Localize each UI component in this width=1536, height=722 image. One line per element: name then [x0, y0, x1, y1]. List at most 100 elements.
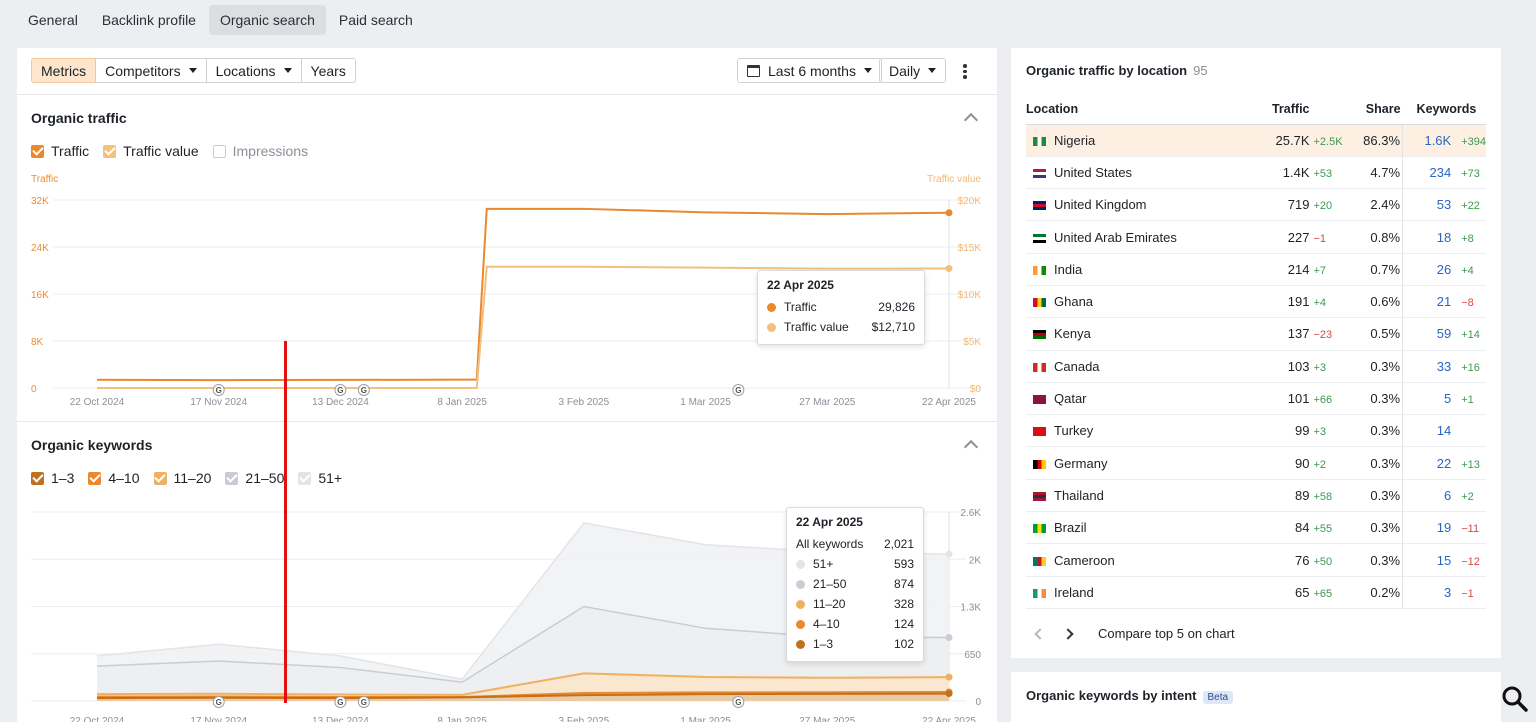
keywords-value[interactable]: 6: [1443, 487, 1452, 503]
traffic-cell: 25.7K: [1237, 124, 1310, 157]
keywords-value[interactable]: 234: [1429, 164, 1452, 180]
legend-label: 51+: [318, 470, 343, 486]
legend-kw-4-10[interactable]: 4–10: [88, 470, 140, 486]
keywords-value[interactable]: 53: [1436, 197, 1452, 213]
country-name[interactable]: Kenya: [1054, 326, 1091, 342]
years-button[interactable]: Years: [301, 58, 356, 83]
country-name[interactable]: Canada: [1054, 358, 1100, 374]
header-location[interactable]: Location: [1026, 94, 1238, 125]
y-tick-label: 1.3K: [960, 603, 981, 614]
table-row[interactable]: Turkey 99 +3 0.3% 14: [1026, 414, 1486, 448]
country-name[interactable]: Brazil: [1054, 520, 1087, 536]
tab-paid-search[interactable]: Paid search: [338, 12, 413, 28]
country-name[interactable]: Cameroon: [1054, 552, 1115, 568]
search-icon[interactable]: [1500, 684, 1530, 714]
table-row[interactable]: India 214 +7 0.7% 26 +4: [1026, 253, 1486, 286]
keywords-value[interactable]: 1.6K: [1424, 132, 1452, 148]
table-row[interactable]: United Arab Emirates 227 −1 0.8% 18 +8: [1026, 220, 1486, 254]
country-name[interactable]: Thailand: [1054, 487, 1104, 503]
keywords-value[interactable]: 5: [1443, 391, 1452, 407]
checkbox-kw-1-3[interactable]: [31, 471, 44, 485]
chevron-left-icon[interactable]: [1034, 627, 1046, 640]
table-row[interactable]: Kenya 137 −23 0.5% 59 +14: [1026, 317, 1486, 351]
legend-kw-1-3[interactable]: 1–3: [31, 470, 74, 486]
header-share[interactable]: Share: [1348, 94, 1403, 125]
traffic-change: +50: [1313, 555, 1333, 568]
country-name[interactable]: Nigeria: [1054, 132, 1096, 148]
country-name[interactable]: Germany: [1054, 455, 1108, 471]
country-name[interactable]: Qatar: [1054, 391, 1087, 407]
more-options-icon[interactable]: [961, 64, 969, 80]
table-row[interactable]: United States 1.4K +53 4.7% 234 +73: [1026, 156, 1486, 190]
country-name[interactable]: Turkey: [1054, 423, 1094, 439]
legend-kw-21-50[interactable]: 21–50: [225, 470, 284, 486]
table-row[interactable]: Qatar 101 +66 0.3% 5 +1: [1026, 382, 1486, 416]
locations-dropdown[interactable]: Locations: [206, 58, 302, 83]
legend-kw-11-20[interactable]: 11–20: [153, 470, 211, 486]
kw-4-10-dot: [796, 619, 805, 629]
keywords-value[interactable]: 15: [1436, 552, 1452, 568]
checkbox-kw-11-20[interactable]: [153, 471, 167, 485]
keywords-cell: 33: [1402, 350, 1454, 383]
collapse-icon[interactable]: [963, 112, 979, 128]
checkbox-traffic-value[interactable]: [103, 144, 117, 158]
checkbox-impressions[interactable]: [212, 144, 226, 158]
table-row[interactable]: United Kingdom 719 +20 2.4% 53 +22: [1026, 188, 1486, 222]
keywords-value[interactable]: 59: [1436, 326, 1452, 342]
table-row[interactable]: Ireland 65 +65 0.2% 3 −1: [1026, 576, 1486, 609]
country-name[interactable]: India: [1054, 261, 1083, 277]
intent-title-text: Organic keywords by intent: [1026, 688, 1197, 703]
table-row[interactable]: Germany 90 +2 0.3% 22 +13: [1026, 446, 1486, 480]
legend-kw-51[interactable]: 51+: [298, 470, 342, 486]
country-name[interactable]: United Kingdom: [1054, 197, 1147, 213]
keywords-value[interactable]: 14: [1436, 423, 1452, 439]
chevron-right-icon[interactable]: [1062, 627, 1074, 640]
legend-traffic-value[interactable]: Traffic value: [103, 143, 199, 159]
header-traffic[interactable]: Traffic: [1237, 94, 1310, 125]
series-line-traffic: [96, 207, 950, 382]
competitors-dropdown[interactable]: Competitors: [96, 58, 207, 83]
keywords-value[interactable]: 3: [1443, 584, 1452, 600]
tab-organic-search[interactable]: Organic search: [208, 5, 326, 35]
traffic-change: +58: [1313, 490, 1333, 503]
header-keywords[interactable]: Keywords: [1402, 94, 1486, 125]
date-range-dropdown[interactable]: Last 6 months: [737, 58, 882, 83]
table-row[interactable]: Thailand 89 +58 0.3% 6 +2: [1026, 479, 1486, 513]
country-name[interactable]: Ghana: [1054, 294, 1094, 310]
compare-top5-link[interactable]: Compare top 5 on chart: [1098, 626, 1235, 641]
keywords-cell: 15: [1402, 543, 1454, 577]
table-row[interactable]: Canada 103 +3 0.3% 33 +16: [1026, 350, 1486, 383]
table-row[interactable]: Brazil 84 +55 0.3% 19 −11: [1026, 511, 1486, 545]
keywords-value[interactable]: 26: [1436, 261, 1452, 277]
keywords-value[interactable]: 33: [1436, 358, 1452, 374]
country-name[interactable]: United Arab Emirates: [1054, 229, 1177, 245]
checkbox-kw-51[interactable]: [298, 471, 312, 485]
keywords-value[interactable]: 22: [1436, 455, 1452, 471]
line-kw-4-10: [96, 690, 950, 699]
tooltip-row-traffic-value: Traffic value $12,710: [767, 317, 915, 337]
tab-backlink-profile[interactable]: Backlink profile: [101, 12, 196, 28]
country-name[interactable]: United States: [1054, 164, 1133, 180]
metrics-button[interactable]: Metrics: [31, 58, 97, 83]
checkbox-traffic[interactable]: [31, 144, 44, 158]
interval-dropdown[interactable]: Daily: [879, 58, 947, 83]
checkbox-kw-21-50[interactable]: [225, 471, 239, 485]
google-update-icon: [334, 696, 347, 708]
keywords-value[interactable]: 18: [1436, 229, 1452, 245]
table-row[interactable]: Cameroon 76 +50 0.3% 15 −12: [1026, 543, 1486, 577]
series-end-point: [945, 633, 953, 641]
chevron-down-icon: [283, 68, 292, 73]
table-row[interactable]: Ghana 191 +4 0.6% 21 −8: [1026, 285, 1486, 319]
organic-traffic-chart: Traffic Traffic value 32K $20K 24K $15K 16K $10…: [31, 174, 981, 408]
checkbox-kw-4-10[interactable]: [88, 471, 102, 485]
country-name[interactable]: Ireland: [1054, 584, 1094, 600]
collapse-icon[interactable]: [963, 439, 979, 455]
table-row[interactable]: Nigeria 25.7K +2.5K 86.3% 1.6K +394: [1026, 124, 1486, 157]
legend-traffic[interactable]: Traffic: [31, 143, 89, 159]
keywords-cell: 5: [1402, 382, 1454, 416]
tab-general[interactable]: General: [28, 12, 78, 28]
keywords-value[interactable]: 21: [1436, 294, 1452, 310]
keywords-value[interactable]: 19: [1436, 520, 1452, 536]
legend-impressions[interactable]: Impressions: [212, 143, 308, 159]
flag-icon: [1033, 201, 1046, 211]
